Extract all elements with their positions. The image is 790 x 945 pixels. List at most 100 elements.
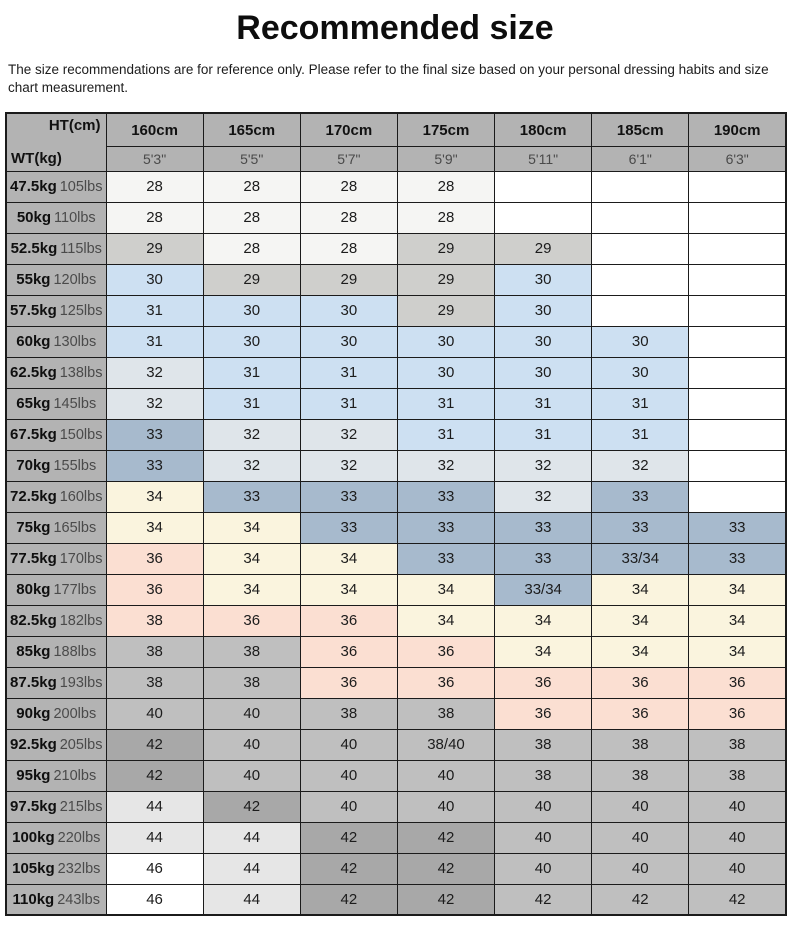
weight-row-header: 72.5kg 160lbs — [5, 480, 107, 513]
size-cell: 44 — [202, 821, 301, 854]
size-cell: 34 — [396, 573, 496, 606]
size-cell: 40 — [105, 697, 204, 730]
weight-row-header: 105kg 232lbs — [5, 852, 107, 885]
empty-cell — [688, 263, 787, 296]
size-cell: 29 — [396, 232, 496, 265]
size-cell: 28 — [202, 170, 301, 203]
weight-row-header: 75kg 165lbs — [5, 511, 107, 544]
size-cell: 32 — [591, 449, 690, 482]
size-cell: 28 — [299, 232, 398, 265]
size-cell: 38/40 — [396, 728, 496, 761]
empty-cell — [591, 232, 690, 265]
weight-lbs-label: 205lbs — [59, 737, 103, 754]
size-cell: 38 — [494, 759, 593, 792]
size-cell: 42 — [105, 759, 204, 792]
size-cell: 34 — [688, 635, 787, 668]
size-cell: 34 — [591, 604, 690, 637]
size-cell: 40 — [688, 852, 787, 885]
size-cell: 36 — [494, 697, 593, 730]
size-cell: 33 — [494, 511, 593, 544]
weight-lbs-label: 115lbs — [60, 241, 102, 258]
weight-kg-label: 70kg — [16, 457, 51, 475]
table-row: 80kg 177lbs 36 34 34 34 33/34 34 34 — [5, 573, 787, 606]
table-row: 62.5kg 138lbs 32 31 31 30 30 30 — [5, 356, 787, 389]
size-cell: 36 — [396, 666, 496, 699]
weight-kg-label: 62.5kg — [10, 364, 57, 382]
size-cell: 38 — [105, 604, 204, 637]
weight-kg-label: 105kg — [12, 860, 55, 878]
size-cell: 40 — [299, 728, 398, 761]
size-cell: 38 — [688, 728, 787, 761]
size-cell: 30 — [494, 356, 593, 389]
size-cell: 30 — [396, 356, 496, 389]
weight-row-header: 80kg 177lbs — [5, 573, 107, 606]
size-cell: 32 — [105, 387, 204, 420]
size-cell: 42 — [299, 852, 398, 885]
weight-lbs-label: 177lbs — [53, 582, 97, 599]
size-cell: 42 — [396, 821, 496, 854]
size-cell: 33 — [396, 542, 496, 575]
weight-kg-label: 52.5kg — [10, 240, 58, 258]
weight-lbs-label: 182lbs — [59, 613, 103, 630]
size-cell: 32 — [299, 449, 398, 482]
size-cell: 40 — [396, 759, 496, 792]
weight-lbs-label: 220lbs — [57, 830, 101, 847]
size-cell: 34 — [202, 542, 301, 575]
size-cell: 31 — [299, 356, 398, 389]
height-ft-header: 6'3" — [688, 145, 787, 172]
size-cell: 32 — [494, 480, 593, 513]
size-cell: 36 — [299, 604, 398, 637]
size-cell: 33 — [299, 511, 398, 544]
size-cell: 33 — [105, 449, 204, 482]
weight-axis-label: WT(kg) — [11, 149, 62, 167]
size-cell: 29 — [396, 294, 496, 327]
size-cell: 42 — [105, 728, 204, 761]
weight-lbs-label: 130lbs — [53, 334, 97, 351]
size-cell: 40 — [202, 759, 301, 792]
size-cell: 34 — [688, 604, 787, 637]
table-row: 57.5kg 125lbs 31 30 30 29 30 — [5, 294, 787, 327]
size-cell: 38 — [688, 759, 787, 792]
size-cell: 38 — [105, 635, 204, 668]
weight-kg-label: 85kg — [16, 643, 51, 661]
size-cell: 32 — [202, 418, 301, 451]
size-cell: 33 — [591, 511, 690, 544]
height-ft-header: 5'3" — [105, 145, 204, 172]
table-row: 52.5kg 115lbs 29 28 28 29 29 — [5, 232, 787, 265]
size-cell: 36 — [299, 635, 398, 668]
height-ft-header: 5'9" — [396, 145, 496, 172]
empty-cell — [494, 170, 593, 203]
size-cell: 40 — [591, 790, 690, 823]
size-table: HT(cm) WT(kg) 160cm 165cm 170cm 175cm 180cm 185… — [5, 112, 787, 917]
weight-lbs-label: 138lbs — [59, 365, 103, 382]
size-cell: 32 — [494, 449, 593, 482]
size-cell: 30 — [396, 325, 496, 358]
table-row: 72.5kg 160lbs 34 33 33 33 32 33 — [5, 480, 787, 513]
size-cell: 44 — [105, 821, 204, 854]
table-row: 87.5kg 193lbs 38 38 36 36 36 36 36 — [5, 666, 787, 699]
weight-kg-label: 95kg — [16, 767, 51, 785]
weight-row-header: 52.5kg 115lbs — [5, 232, 107, 265]
size-cell: 34 — [202, 511, 301, 544]
weight-lbs-label: 165lbs — [53, 520, 97, 537]
size-cell: 44 — [105, 790, 204, 823]
size-cell: 29 — [396, 263, 496, 296]
size-cell: 28 — [396, 201, 496, 234]
size-cell: 33 — [591, 480, 690, 513]
size-cell: 42 — [494, 883, 593, 916]
table-row: 105kg 232lbs 46 44 42 42 40 40 40 — [5, 852, 787, 885]
height-ft-header: 6'1" — [591, 145, 690, 172]
size-cell: 42 — [688, 883, 787, 916]
size-cell: 42 — [396, 883, 496, 916]
empty-cell — [688, 232, 787, 265]
empty-cell — [688, 294, 787, 327]
size-cell: 44 — [202, 883, 301, 916]
weight-row-header: 70kg 155lbs — [5, 449, 107, 482]
size-cell: 30 — [494, 263, 593, 296]
size-cell: 31 — [396, 387, 496, 420]
size-cell: 36 — [591, 697, 690, 730]
weight-kg-label: 50kg — [16, 209, 52, 227]
height-cm-header: 160cm — [105, 112, 204, 147]
size-cell: 34 — [591, 573, 690, 606]
